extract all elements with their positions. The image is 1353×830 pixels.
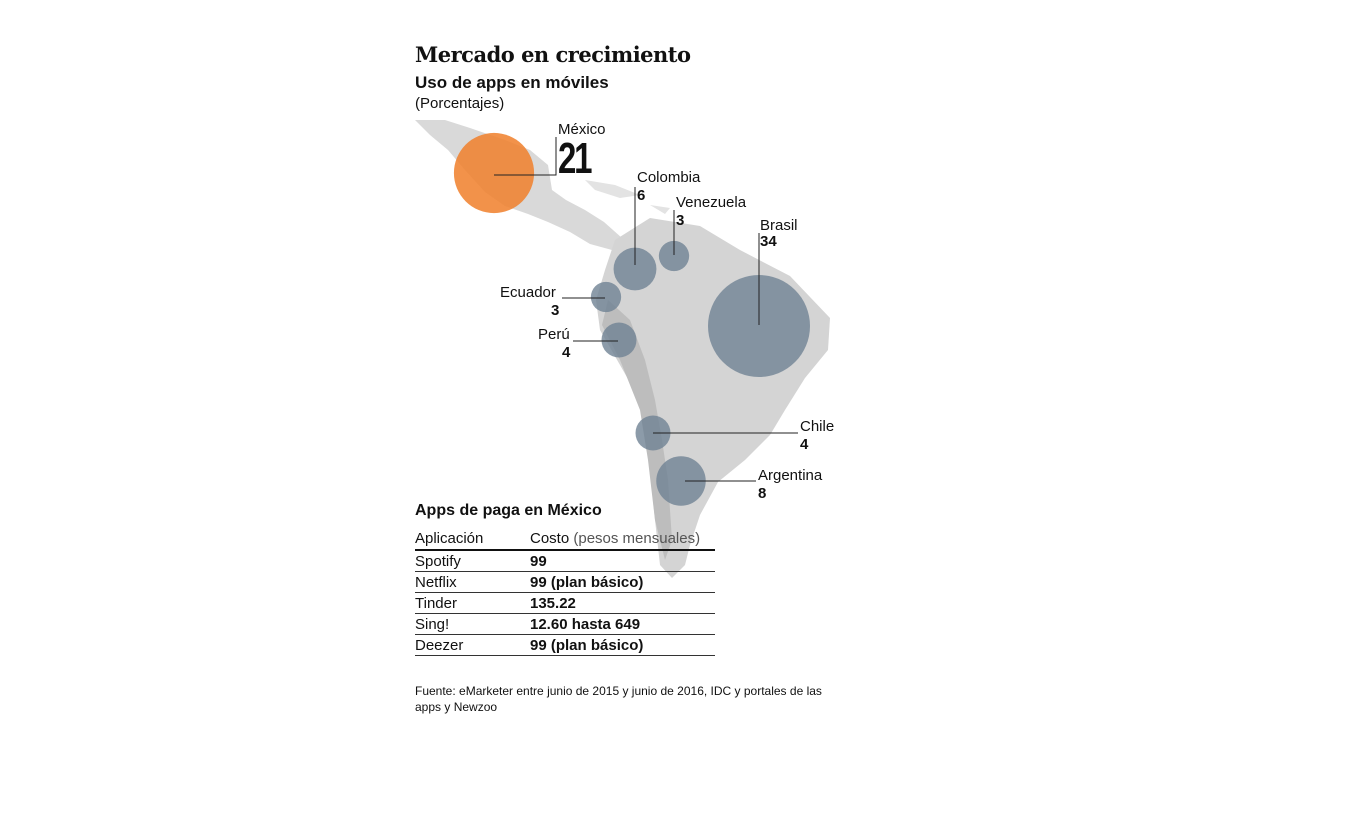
- bubble-colombia: [613, 247, 657, 291]
- table-row: Sing! 12.60 hasta 649: [415, 613, 715, 635]
- header-cost: Costo (pesos mensuales): [530, 529, 715, 551]
- unit-label: (Porcentajes): [415, 95, 505, 112]
- bubble-venezuela: [658, 240, 690, 272]
- table-title: Apps de paga en México: [415, 502, 602, 519]
- value-mexico: 21: [558, 134, 592, 183]
- app-name: Spotify: [415, 550, 530, 572]
- table-row: Deezer 99 (plan básico): [415, 634, 715, 656]
- app-cost: 99 (plan básico): [530, 571, 715, 593]
- label-argentina: Argentina: [758, 467, 823, 484]
- header-app: Aplicación: [415, 529, 530, 551]
- app-cost: 12.60 hasta 649: [530, 613, 715, 635]
- caribbean-islands: [585, 180, 670, 214]
- value-argentina: 8: [758, 485, 767, 502]
- label-colombia: Colombia: [637, 169, 701, 186]
- header-cost-label: Costo: [530, 529, 570, 547]
- label-brasil: Brasil: [760, 217, 798, 234]
- bubble-perú: [601, 322, 637, 358]
- value-colombia: 6: [637, 187, 646, 204]
- page-title: Mercado en crecimiento: [415, 42, 691, 67]
- bubble-argentina: [656, 456, 706, 506]
- map-subtitle: Uso de apps en móviles: [415, 73, 609, 92]
- label-chile: Chile: [800, 418, 835, 435]
- app-cost: 99: [530, 550, 715, 572]
- table-row: Spotify 99: [415, 550, 715, 572]
- value-chile: 4: [800, 436, 809, 453]
- paid-apps-table: Aplicación Costo (pesos mensuales) Spoti…: [415, 529, 715, 656]
- app-name: Tinder: [415, 592, 530, 614]
- value-brasil: 34: [760, 233, 777, 250]
- table-header-row: Aplicación Costo (pesos mensuales): [415, 529, 715, 551]
- source-note: Fuente: eMarketer entre junio de 2015 y …: [415, 684, 822, 714]
- app-name: Deezer: [415, 634, 530, 656]
- app-cost: 135.22: [530, 592, 715, 614]
- header-cost-unit: (pesos mensuales): [573, 529, 701, 547]
- leader-line-méxico: [494, 137, 557, 176]
- label-ecuador: Ecuador: [500, 284, 556, 301]
- label-venezuela: Venezuela: [676, 194, 747, 211]
- value-ecuador: 3: [551, 302, 560, 319]
- bubble-méxico: [453, 132, 535, 214]
- andes-region: [602, 300, 672, 560]
- bubble-brasil: [708, 275, 810, 377]
- app-name: Netflix: [415, 571, 530, 593]
- bubble-ecuador: [590, 281, 622, 313]
- app-cost: 99 (plan básico): [530, 634, 715, 656]
- table-row: Tinder 135.22: [415, 592, 715, 614]
- value-venezuela: 3: [676, 212, 685, 229]
- label-mexico: México: [558, 121, 606, 138]
- value-peru: 4: [562, 344, 571, 361]
- app-name: Sing!: [415, 613, 530, 635]
- label-peru: Perú: [538, 326, 570, 343]
- table-row: Netflix 99 (plan básico): [415, 571, 715, 593]
